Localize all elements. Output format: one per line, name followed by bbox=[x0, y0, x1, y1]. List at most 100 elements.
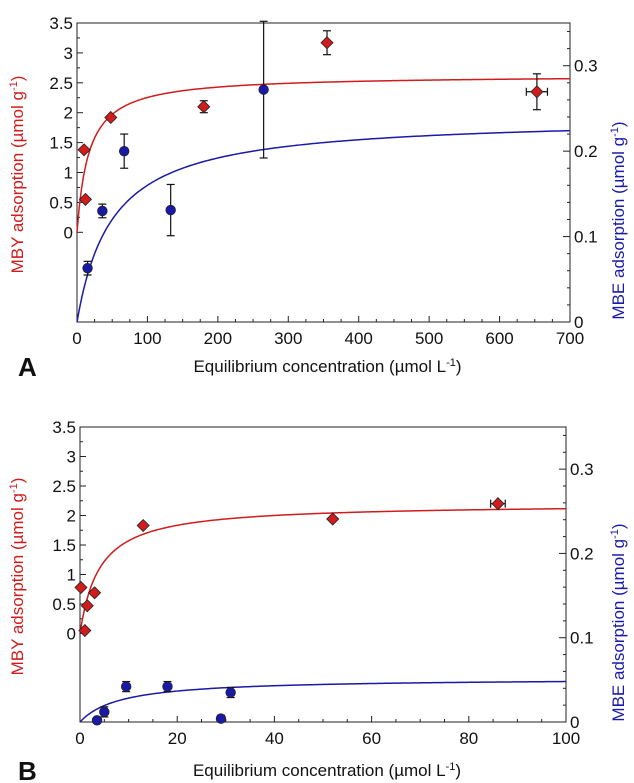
x-axis-label-text: Equilibrium concentration (µmol L bbox=[193, 357, 446, 376]
y-left-tick-label: 2.5 bbox=[49, 74, 73, 93]
y-left-tick-label: 1 bbox=[64, 164, 73, 183]
data-point-mby bbox=[80, 599, 94, 613]
data-point-mbe bbox=[258, 84, 269, 95]
y-left-axis-label: MBY adsorption (µmol g-1) bbox=[8, 76, 27, 274]
y-right-axis-label-superscript: -1 bbox=[609, 127, 621, 137]
data-point-mbe bbox=[225, 687, 236, 698]
x-tick-label: 200 bbox=[204, 329, 232, 348]
y-left-tick-label: 1.5 bbox=[52, 536, 76, 555]
x-tick-label: 20 bbox=[168, 729, 187, 748]
x-axis-label-superscript: -1 bbox=[446, 761, 456, 773]
x-tick-label: 300 bbox=[274, 329, 302, 348]
data-point-mby bbox=[77, 143, 91, 157]
data-point-mby bbox=[491, 497, 505, 511]
y-left-tick-label: 1 bbox=[67, 566, 76, 585]
y-left-axis-label-text: MBY adsorption (µmol g bbox=[8, 91, 27, 273]
series-mbe bbox=[79, 680, 567, 726]
x-tick-label: 0 bbox=[72, 329, 81, 348]
y-left-tick-label: 2 bbox=[67, 507, 76, 526]
y-left-tick-label: 0.5 bbox=[49, 193, 73, 212]
data-point-mbe bbox=[120, 681, 132, 692]
y-left-tick-label: 0 bbox=[67, 625, 76, 644]
fit-curve-mbe bbox=[79, 680, 567, 723]
y-left-tick-label: 0.5 bbox=[52, 595, 76, 614]
data-point-mbe bbox=[91, 715, 103, 726]
x-axis-label: Equilibrium concentration (µmol L-1) bbox=[193, 761, 461, 780]
panel-label: A bbox=[18, 352, 37, 382]
x-tick-label: 100 bbox=[552, 729, 580, 748]
y-right-axis-label: MBE adsorption (µmol g-1) bbox=[609, 121, 628, 319]
series-mby bbox=[74, 497, 567, 638]
y-left-tick-label: 3.5 bbox=[49, 14, 73, 33]
x-tick-label: 80 bbox=[459, 729, 478, 748]
y-left-tick-label: 2 bbox=[64, 104, 73, 123]
x-tick-label: 40 bbox=[265, 729, 284, 748]
y-right-axis-label-close: ) bbox=[609, 523, 628, 529]
y-right-axis-label-text: MBE adsorption (µmol g bbox=[609, 137, 628, 320]
y-right-axis-label-close: ) bbox=[609, 121, 628, 127]
y-right-tick-label: 0.2 bbox=[570, 544, 594, 563]
fit-curve-mby bbox=[76, 77, 571, 233]
x-axis-label-superscript: -1 bbox=[446, 357, 456, 369]
data-point-mby bbox=[78, 192, 93, 206]
data-point-mby bbox=[136, 518, 150, 533]
series-mbe bbox=[76, 20, 571, 323]
data-point-mby bbox=[197, 100, 211, 114]
x-tick-label: 100 bbox=[133, 329, 161, 348]
y-left-tick-label: 3 bbox=[64, 44, 73, 63]
x-axis-label-text: Equilibrium concentration (µmol L bbox=[193, 761, 446, 780]
y-left-axis-label-close: ) bbox=[8, 76, 27, 82]
data-point-mby bbox=[88, 586, 102, 600]
data-point-mby bbox=[74, 580, 88, 595]
data-point-mbe bbox=[82, 262, 93, 274]
data-point-mbe bbox=[97, 205, 108, 217]
x-tick-label: 400 bbox=[345, 329, 373, 348]
y-left-tick-label: 1.5 bbox=[49, 134, 73, 153]
plot-frame bbox=[76, 22, 571, 323]
y-left-axis-label-close: ) bbox=[8, 478, 27, 484]
y-right-tick-label: 0.3 bbox=[574, 57, 598, 76]
data-point-mbe bbox=[162, 681, 173, 692]
y-right-tick-label: 0.3 bbox=[570, 460, 594, 479]
data-point-mbe bbox=[118, 145, 130, 157]
data-point-mby bbox=[320, 36, 334, 50]
chart-panel-b: 0 20 40 60 80 10000.511.522.533.500.10.20.3Eq… bbox=[8, 418, 628, 783]
x-axis-label-close: ) bbox=[456, 357, 462, 376]
series-mby bbox=[76, 30, 571, 233]
x-tick-label: 700 bbox=[556, 329, 584, 348]
y-left-axis-label-superscript: -1 bbox=[8, 483, 20, 493]
y-left-tick-label: 3.5 bbox=[52, 418, 76, 437]
x-tick-label: 500 bbox=[415, 329, 443, 348]
fit-curve-mby bbox=[79, 507, 567, 634]
plot-frame bbox=[79, 426, 567, 723]
data-point-mbe bbox=[165, 204, 176, 216]
y-left-axis-label-superscript: -1 bbox=[8, 81, 20, 91]
y-right-axis-label: MBE adsorption (µmol g-1) bbox=[609, 523, 628, 721]
chart-panel-a: 0 100 200 300 400 500 600 70000.511.522.533.500… bbox=[8, 14, 628, 382]
y-right-tick-label: 0.1 bbox=[570, 629, 594, 648]
data-point-mby bbox=[78, 623, 92, 638]
x-tick-label: 0 bbox=[75, 729, 84, 748]
y-left-tick-label: 2.5 bbox=[52, 477, 76, 496]
x-tick-label: 60 bbox=[362, 729, 381, 748]
fit-curve-mbe bbox=[76, 129, 571, 323]
panel-label: B bbox=[18, 756, 37, 783]
x-axis-label-close: ) bbox=[455, 761, 461, 780]
y-right-tick-label: 0 bbox=[570, 713, 579, 732]
data-point-mby bbox=[530, 85, 544, 99]
y-right-axis-label-text: MBE adsorption (µmol g bbox=[609, 539, 628, 722]
y-left-axis-label-text: MBY adsorption (µmol g bbox=[8, 493, 27, 675]
data-point-mbe bbox=[215, 713, 227, 724]
data-point-mbe bbox=[99, 706, 110, 718]
y-left-tick-label: 0 bbox=[64, 223, 73, 242]
y-right-tick-label: 0.1 bbox=[574, 228, 598, 247]
x-tick-label: 600 bbox=[485, 329, 513, 348]
y-left-tick-label: 3 bbox=[67, 448, 76, 467]
data-point-mby bbox=[104, 110, 118, 125]
y-right-tick-label: 0.2 bbox=[574, 142, 598, 161]
y-right-tick-label: 0 bbox=[574, 313, 583, 332]
x-axis-label: Equilibrium concentration (µmol L-1) bbox=[193, 357, 461, 376]
y-right-axis-label-superscript: -1 bbox=[609, 529, 621, 539]
y-left-axis-label: MBY adsorption (µmol g-1) bbox=[8, 478, 27, 676]
